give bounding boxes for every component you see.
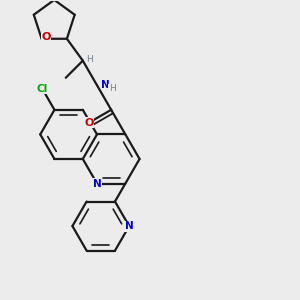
Text: N: N: [101, 80, 110, 90]
Text: Cl: Cl: [37, 84, 48, 94]
Text: O: O: [84, 118, 94, 128]
Text: N: N: [93, 178, 101, 188]
Text: O: O: [41, 32, 51, 42]
Text: H: H: [86, 55, 93, 64]
Text: N: N: [125, 221, 134, 231]
Text: H: H: [109, 84, 116, 93]
